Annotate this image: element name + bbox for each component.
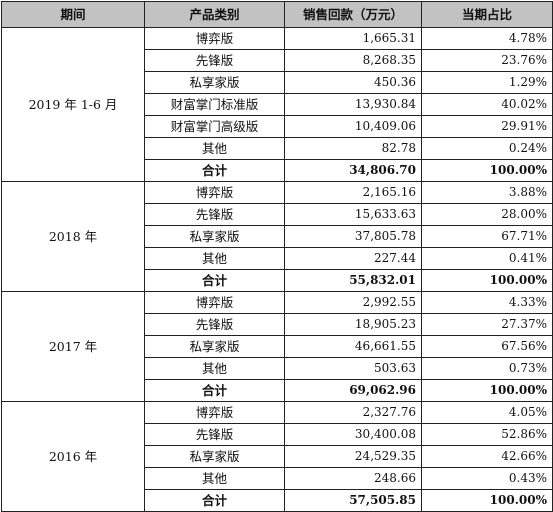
- table-row: 其他 227.44 0.41%: [2, 247, 553, 270]
- share-cell: 42.66%: [421, 445, 553, 468]
- total-share-cell: 100.00%: [421, 379, 553, 402]
- table-header: 期间 产品类别 销售回款（万元） 当期占比: [1, 1, 553, 28]
- header-product-category: 产品类别: [144, 1, 285, 28]
- table-row: 先锋版 30,400.08 52.86%: [2, 423, 553, 446]
- product-cell: 其他: [144, 467, 285, 490]
- total-label-cell: 合计: [144, 379, 285, 402]
- amount-cell: 10,409.06: [284, 115, 422, 138]
- total-amount-cell: 69,062.96: [284, 379, 422, 402]
- share-cell: 67.71%: [421, 225, 553, 248]
- header-row: 期间 产品类别 销售回款（万元） 当期占比: [1, 1, 553, 28]
- period-cell: 2016 年: [1, 401, 145, 512]
- period-cell: 2018 年: [1, 181, 145, 292]
- amount-cell: 503.63: [284, 357, 422, 380]
- period-cell: 2019 年 1-6 月: [1, 27, 145, 182]
- amount-cell: 46,661.55: [284, 335, 422, 358]
- total-share-cell: 100.00%: [421, 489, 553, 512]
- total-share-cell: 100.00%: [421, 159, 553, 182]
- share-cell: 29.91%: [421, 115, 553, 138]
- table-row: 私享家版 450.36 1.29%: [2, 71, 553, 94]
- amount-cell: 227.44: [284, 247, 422, 270]
- product-cell: 其他: [144, 247, 285, 270]
- product-cell: 其他: [144, 357, 285, 380]
- product-cell: 博弈版: [144, 181, 285, 204]
- share-cell: 40.02%: [421, 93, 553, 116]
- product-cell: 私享家版: [144, 71, 285, 94]
- table-row: 私享家版 24,529.35 42.66%: [2, 445, 553, 468]
- amount-cell: 82.78: [284, 137, 422, 160]
- total-amount-cell: 55,832.01: [284, 269, 422, 292]
- share-cell: 0.73%: [421, 357, 553, 380]
- share-cell: 28.00%: [421, 203, 553, 226]
- table-row: 其他 82.78 0.24%: [2, 137, 553, 160]
- product-cell: 其他: [144, 137, 285, 160]
- share-cell: 67.56%: [421, 335, 553, 358]
- share-cell: 0.24%: [421, 137, 553, 160]
- product-cell: 先锋版: [144, 313, 285, 336]
- total-label-cell: 合计: [144, 489, 285, 512]
- table-body: 2019 年 1-6 月博弈版 1,665.31 4.78% 先锋版 8,268.35 2…: [1, 27, 553, 512]
- amount-cell: 8,268.35: [284, 49, 422, 72]
- table-row: 2018 年博弈版 2,165.16 3.88%: [1, 181, 553, 292]
- table-row: 财富掌门高级版 10,409.06 29.91%: [2, 115, 553, 138]
- total-label-cell: 合计: [144, 269, 285, 292]
- product-cell: 博弈版: [144, 401, 285, 424]
- total-amount-cell: 57,505.85: [284, 489, 422, 512]
- amount-cell: 1,665.31: [284, 27, 422, 50]
- product-cell: 私享家版: [144, 445, 285, 468]
- amount-cell: 13,930.84: [284, 93, 422, 116]
- share-cell: 52.86%: [421, 423, 553, 446]
- share-cell: 3.88%: [421, 181, 553, 204]
- share-cell: 1.29%: [421, 71, 553, 94]
- product-cell: 博弈版: [144, 27, 285, 50]
- share-cell: 23.76%: [421, 49, 553, 72]
- amount-cell: 37,805.78: [284, 225, 422, 248]
- header-period: 期间: [1, 1, 145, 28]
- amount-cell: 2,165.16: [284, 181, 422, 204]
- header-sales-collection: 销售回款（万元）: [284, 1, 422, 28]
- amount-cell: 2,327.76: [284, 401, 422, 424]
- amount-cell: 2,992.55: [284, 291, 422, 314]
- table-row: 2017 年博弈版 2,992.55 4.33%: [1, 291, 553, 402]
- table-row: 私享家版 37,805.78 67.71%: [2, 225, 553, 248]
- total-share-cell: 100.00%: [421, 269, 553, 292]
- share-cell: 4.78%: [421, 27, 553, 50]
- period-cell: 2017 年: [1, 291, 145, 402]
- total-row: 合计 34,806.70 100.00%: [2, 159, 553, 182]
- share-cell: 4.05%: [421, 401, 553, 424]
- table-row: 其他 503.63 0.73%: [2, 357, 553, 380]
- product-cell: 博弈版: [144, 291, 285, 314]
- total-label-cell: 合计: [144, 159, 285, 182]
- header-period-share: 当期占比: [421, 1, 553, 28]
- amount-cell: 15,633.63: [284, 203, 422, 226]
- share-cell: 4.33%: [421, 291, 553, 314]
- amount-cell: 30,400.08: [284, 423, 422, 446]
- amount-cell: 248.66: [284, 467, 422, 490]
- product-cell: 财富掌门高级版: [144, 115, 285, 138]
- amount-cell: 450.36: [284, 71, 422, 94]
- product-cell: 私享家版: [144, 225, 285, 248]
- share-cell: 0.41%: [421, 247, 553, 270]
- share-cell: 0.43%: [421, 467, 553, 490]
- product-cell: 先锋版: [144, 423, 285, 446]
- amount-cell: 24,529.35: [284, 445, 422, 468]
- total-amount-cell: 34,806.70: [284, 159, 422, 182]
- table-row: 私享家版 46,661.55 67.56%: [2, 335, 553, 358]
- product-cell: 先锋版: [144, 203, 285, 226]
- product-cell: 财富掌门标准版: [144, 93, 285, 116]
- table-row: 2016 年博弈版 2,327.76 4.05%: [1, 401, 553, 512]
- table-row: 先锋版 15,633.63 28.00%: [2, 203, 553, 226]
- table-row: 2019 年 1-6 月博弈版 1,665.31 4.78%: [1, 27, 553, 182]
- amount-cell: 18,905.23: [284, 313, 422, 336]
- product-cell: 私享家版: [144, 335, 285, 358]
- product-cell: 先锋版: [144, 49, 285, 72]
- share-cell: 27.37%: [421, 313, 553, 336]
